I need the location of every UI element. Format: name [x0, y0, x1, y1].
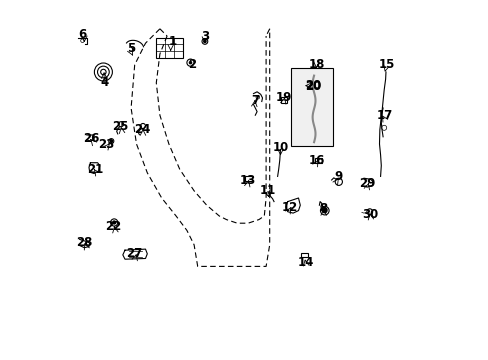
Text: 9: 9: [333, 170, 342, 183]
Bar: [301, 253, 307, 257]
Text: 29: 29: [358, 177, 374, 190]
Bar: [280, 97, 286, 103]
Circle shape: [110, 140, 112, 142]
Bar: [314, 158, 321, 163]
Circle shape: [189, 62, 191, 64]
Circle shape: [322, 208, 326, 213]
Text: 14: 14: [297, 256, 313, 269]
Text: 16: 16: [307, 154, 324, 167]
Text: 23: 23: [98, 138, 114, 150]
Circle shape: [203, 40, 205, 42]
Text: 10: 10: [272, 141, 288, 154]
Bar: [244, 176, 251, 181]
Text: 26: 26: [83, 132, 100, 145]
Text: 24: 24: [133, 123, 150, 136]
Text: 1: 1: [168, 35, 176, 48]
Text: 2: 2: [188, 58, 196, 71]
Bar: [291, 68, 332, 146]
Text: 6: 6: [78, 28, 86, 41]
Text: 13: 13: [240, 174, 256, 186]
Text: 18: 18: [307, 58, 324, 71]
Text: 11: 11: [259, 184, 275, 197]
Text: 4: 4: [100, 76, 108, 89]
Text: 7: 7: [251, 94, 259, 107]
Text: 19: 19: [275, 91, 291, 104]
Text: 8: 8: [319, 202, 327, 215]
Text: 21: 21: [87, 163, 103, 176]
Text: 20: 20: [304, 80, 320, 93]
Text: 25: 25: [112, 120, 128, 132]
Text: 28: 28: [76, 237, 92, 249]
Text: 30: 30: [362, 208, 378, 221]
Text: 17: 17: [376, 109, 392, 122]
Text: 20: 20: [304, 79, 320, 92]
Text: 5: 5: [127, 42, 135, 55]
Text: 22: 22: [105, 220, 121, 233]
Text: 15: 15: [378, 58, 394, 71]
Circle shape: [113, 221, 115, 224]
Text: 12: 12: [281, 201, 297, 213]
Text: 3: 3: [201, 30, 208, 42]
Text: 27: 27: [126, 247, 142, 260]
